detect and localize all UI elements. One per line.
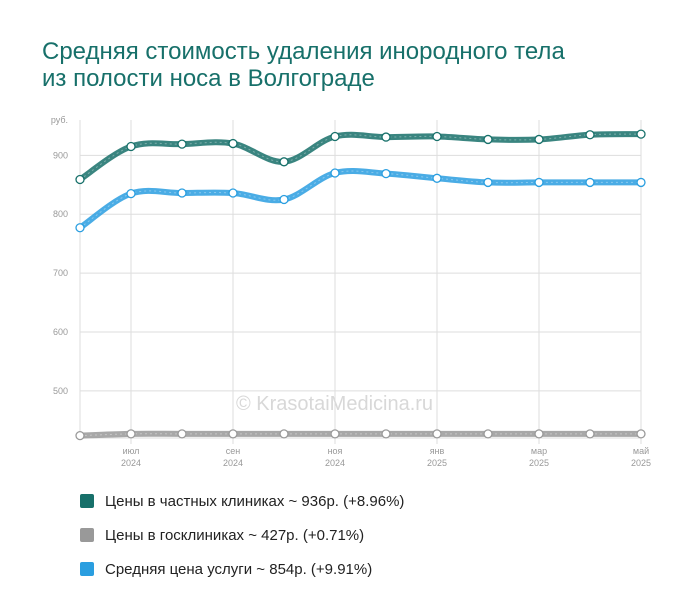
x-tick-label-month: май (633, 446, 649, 456)
data-point-average (381, 168, 391, 179)
data-point-public (330, 429, 340, 439)
data-point-private (177, 139, 187, 149)
legend-swatch-public (80, 528, 94, 542)
data-point-average (75, 223, 85, 233)
x-tick-label-year: 2024 (325, 458, 345, 468)
data-point-average (483, 177, 493, 188)
data-point-public (279, 429, 289, 439)
y-tick-label: 700 (53, 268, 68, 278)
data-point-public (177, 429, 187, 439)
data-point-private (126, 141, 136, 152)
data-point-public (75, 430, 85, 441)
data-point-average (279, 194, 289, 205)
data-point-average (330, 168, 340, 178)
line-chart: 500 600 700 800 900 руб. июл 2024 сен 2024 ноя 2024… (51, 115, 651, 468)
legend-item-public: Цены в госклиниках ~ 427р. (+0.71%) (80, 518, 404, 552)
data-point-public (483, 429, 493, 439)
y-tick-label: 600 (53, 327, 68, 337)
data-point-public (381, 429, 391, 439)
data-point-public (636, 429, 646, 439)
legend-label-public: Цены в госклиниках ~ 427р. (+0.71%) (105, 526, 365, 544)
x-tick-label-year: 2025 (631, 458, 651, 468)
data-point-private (585, 130, 595, 140)
x-tick-label-year: 2025 (529, 458, 549, 468)
chart-title-line-2: из полости носа в Волгограде (42, 65, 375, 92)
x-tick-label-month: ноя (328, 446, 343, 456)
y-tick-label: 500 (53, 386, 68, 396)
data-point-average (228, 188, 238, 198)
data-point-private (432, 131, 442, 142)
data-point-private (534, 134, 544, 145)
data-point-average (432, 173, 442, 183)
data-point-private (330, 131, 340, 142)
y-tick-label: 800 (53, 209, 68, 219)
x-tick-label-year: 2024 (121, 458, 141, 468)
data-point-average (636, 177, 646, 188)
x-tick-label-year: 2024 (223, 458, 243, 468)
series-line-average (77, 168, 644, 231)
legend-swatch-private (80, 494, 94, 508)
y-tick-label: 900 (53, 150, 68, 160)
legend: Цены в частных клиниках ~ 936р. (+8.96%)… (80, 484, 404, 586)
x-tick-label-month: мар (531, 446, 547, 456)
x-tick-label-year: 2025 (427, 458, 447, 468)
legend-item-average: Средняя цена услуги ~ 854р. (+9.91%) (80, 552, 404, 586)
data-point-average (177, 188, 187, 198)
series-line-texture-public (79, 433, 641, 437)
data-point-private (228, 138, 238, 149)
legend-label-average: Средняя цена услуги ~ 854р. (+9.91%) (105, 560, 373, 578)
x-tick-label-month: янв (430, 446, 445, 456)
data-point-average (585, 177, 595, 188)
data-point-public (585, 429, 595, 439)
data-point-public (228, 429, 238, 439)
series-line-texture-private (79, 133, 642, 180)
data-point-average (126, 188, 136, 199)
data-point-private (636, 129, 646, 139)
y-axis-unit-label: руб. (51, 115, 68, 125)
data-point-private (279, 157, 289, 167)
data-point-private (381, 132, 391, 142)
data-point-public (432, 429, 442, 439)
x-tick-label-month: июл (123, 446, 140, 456)
x-tick-label-month: сен (226, 446, 241, 456)
legend-swatch-average (80, 562, 94, 576)
legend-label-private: Цены в частных клиниках ~ 936р. (+8.96%) (105, 492, 405, 510)
data-point-public (126, 429, 136, 439)
chart-title-line-1: Средняя стоимость удаления инородного те… (42, 38, 565, 65)
chart-title: Средняя стоимость удаления инородного те… (42, 38, 662, 92)
legend-item-private: Цены в частных клиниках ~ 936р. (+8.96%) (80, 484, 404, 518)
data-point-private (75, 174, 85, 185)
data-point-public (534, 429, 544, 439)
data-point-private (483, 134, 493, 145)
data-point-average (534, 177, 544, 188)
